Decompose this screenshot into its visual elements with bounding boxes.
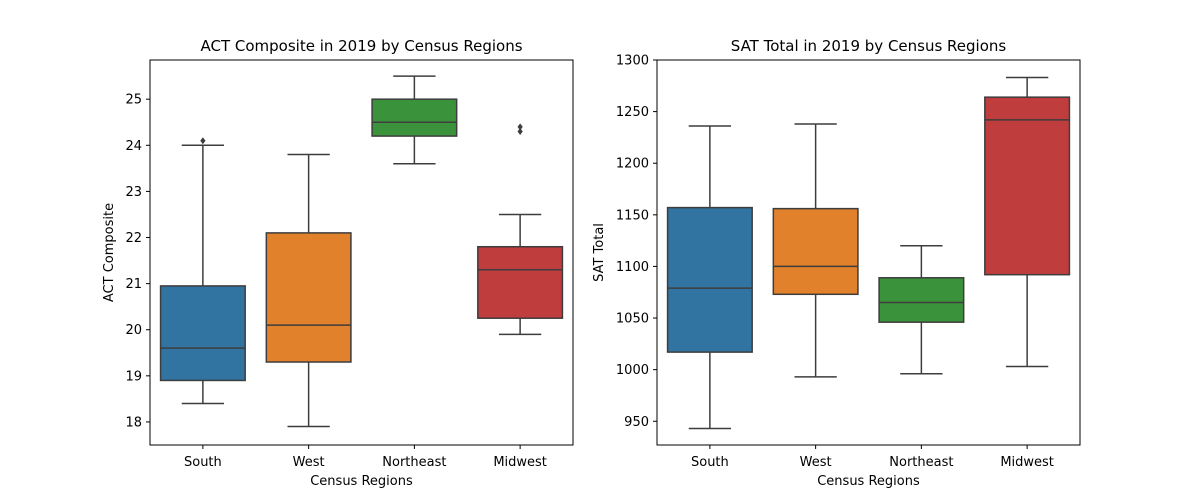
act-box-midwest — [477, 123, 564, 336]
y-tick-label: 950 — [624, 415, 649, 430]
act-box-south — [159, 137, 246, 405]
iqr-box — [878, 277, 965, 323]
iqr-box — [772, 207, 859, 296]
x-tick-label-midwest: Midwest — [493, 455, 547, 470]
sat-boxplot-panel: 950 1000 1050 1100 1150 1200 1250 1300 South West… — [592, 37, 1081, 489]
x-tick-label-northeast: Northeast — [382, 455, 446, 470]
iqr-box — [984, 96, 1071, 276]
sat-y-axis-label: SAT Total — [592, 223, 607, 282]
sat-x-axis-label: Census Regions — [817, 474, 920, 489]
sat-box-midwest — [984, 76, 1071, 368]
y-tick-label: 25 — [125, 93, 142, 108]
iqr-box — [371, 98, 458, 137]
y-tick-label: 1300 — [616, 54, 649, 69]
sat-axes-frame — [656, 59, 1081, 446]
y-tick-label: 24 — [125, 139, 142, 154]
act-boxplot-panel: 18 19 20 21 22 23 24 25 South West Northeast Midwes… — [102, 37, 574, 489]
sat-box-south — [666, 125, 753, 430]
x-tick-label-south: South — [691, 455, 729, 470]
iqr-box — [265, 232, 352, 363]
y-tick-label: 1250 — [616, 105, 649, 120]
sat-box-west — [772, 123, 859, 378]
y-tick-label: 1100 — [616, 260, 649, 275]
x-tick-label-midwest: Midwest — [1000, 455, 1054, 470]
iqr-box — [666, 206, 753, 353]
y-tick-label: 20 — [125, 323, 142, 338]
outlier-point — [517, 123, 523, 131]
y-tick-label: 1000 — [616, 363, 649, 378]
act-y-axis-label: ACT Composite — [102, 203, 117, 302]
x-tick-label-west: West — [293, 455, 325, 470]
sat-box-northeast — [878, 245, 965, 375]
act-x-axis-label: Census Regions — [310, 474, 413, 489]
y-tick-label: 19 — [125, 369, 142, 384]
iqr-box — [477, 245, 564, 319]
outlier-point — [517, 127, 523, 135]
x-tick-label-northeast: Northeast — [889, 455, 953, 470]
act-box-northeast — [371, 75, 458, 165]
x-tick-label-west: West — [800, 455, 832, 470]
y-tick-label: 1150 — [616, 208, 649, 223]
iqr-box — [159, 285, 246, 382]
act-box-west — [265, 153, 352, 428]
x-tick-label-south: South — [184, 455, 222, 470]
y-tick-label: 23 — [125, 185, 142, 200]
y-tick-label: 22 — [125, 231, 142, 246]
sat-chart-title: SAT Total in 2019 by Census Regions — [731, 37, 1007, 55]
act-chart-title: ACT Composite in 2019 by Census Regions — [200, 37, 522, 55]
y-tick-label: 1050 — [616, 312, 649, 327]
act-axes-frame — [149, 59, 574, 446]
y-tick-label: 21 — [125, 277, 142, 292]
y-tick-label: 18 — [125, 415, 142, 430]
outlier-point — [200, 137, 206, 145]
y-tick-label: 1200 — [616, 157, 649, 172]
